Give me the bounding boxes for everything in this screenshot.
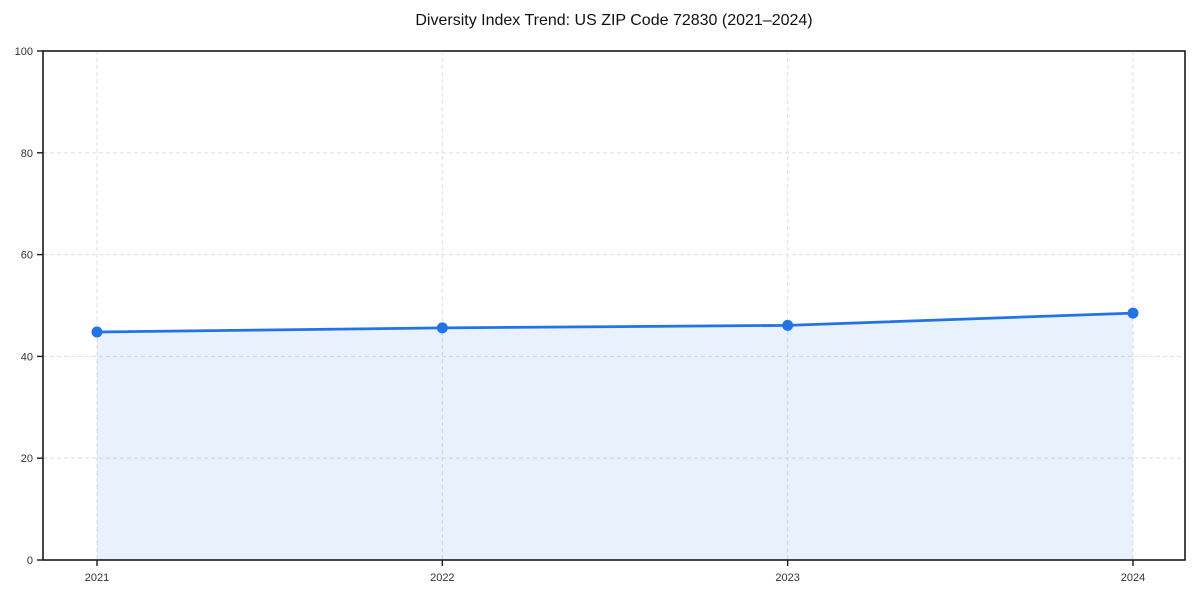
area-fill	[97, 313, 1133, 560]
data-point	[91, 326, 103, 338]
plot-frame	[42, 50, 1186, 561]
y-tick-label: 80	[21, 148, 33, 160]
chart-title: Diversity Index Trend: US ZIP Code 72830…	[415, 12, 813, 29]
data-point	[436, 322, 448, 334]
x-tick-label: 2021	[85, 572, 109, 584]
y-tick-label: 20	[21, 453, 33, 465]
x-tick-label: 2022	[430, 572, 454, 584]
y-tick-label: 40	[21, 351, 33, 363]
x-tick-label: 2023	[775, 572, 799, 584]
data-point	[782, 319, 794, 331]
y-tick-label: 0	[27, 555, 33, 567]
x-tick-label: 2024	[1121, 572, 1145, 584]
y-tick-label: 100	[15, 46, 33, 58]
data-point	[1127, 307, 1139, 319]
y-tick-label: 60	[21, 250, 33, 262]
trend-line	[95, 311, 1135, 334]
